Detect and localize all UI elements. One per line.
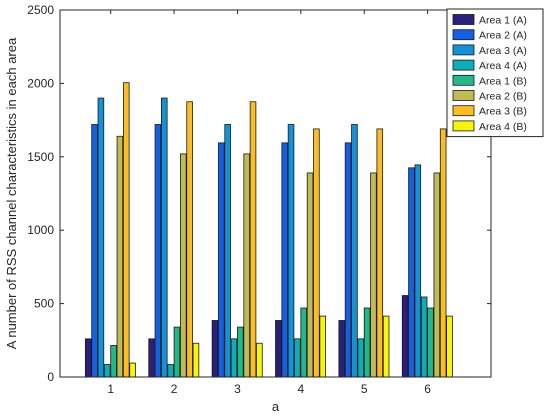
bar (192, 342, 200, 378)
bar (351, 124, 358, 378)
bar (122, 82, 130, 378)
x-tick-label: 5 (361, 382, 368, 396)
bar (433, 172, 441, 378)
bar (249, 101, 257, 378)
y-axis-label: A number of RSS channel characteristics … (4, 37, 19, 349)
bar (110, 345, 117, 378)
y-tick-label: 1500 (27, 150, 54, 164)
bar (319, 315, 327, 378)
legend-swatch (452, 74, 475, 86)
legend-entry: Area 4 (A) (479, 60, 527, 72)
bar (287, 124, 295, 378)
plot-frame (59, 9, 492, 378)
x-tick-label: 4 (298, 382, 305, 396)
bar (243, 153, 250, 378)
legend-entry: Area 4 (B) (479, 121, 527, 133)
x-axis: 1 2 3 4 5 6 (107, 10, 431, 396)
bar (186, 101, 193, 378)
bar (173, 326, 181, 378)
bar (306, 172, 314, 378)
legend-swatch (452, 59, 475, 71)
bar (408, 167, 415, 378)
legend-swatch (452, 105, 475, 117)
bar (211, 320, 219, 378)
legend-entry: Area 1 (B) (479, 75, 527, 87)
bar (338, 320, 346, 378)
bar (167, 364, 174, 378)
legend-swatch (452, 14, 475, 25)
bar (439, 128, 447, 378)
bar (103, 364, 111, 378)
bar (256, 342, 263, 378)
bars-group (84, 82, 453, 378)
legend-entry: Area 2 (A) (479, 30, 527, 42)
legend-entry: Area 1 (A) (479, 15, 527, 27)
legend: Area 1 (A) Area 2 (A) Area 3 (A) Area 4 (A)… (446, 8, 544, 138)
legend-entry: Area 3 (B) (479, 106, 527, 118)
bar (357, 338, 365, 378)
bar (446, 315, 453, 378)
bar (414, 164, 422, 378)
bar (91, 124, 98, 378)
bar (97, 97, 105, 378)
bar (281, 142, 288, 378)
y-tick-label: 500 (34, 297, 54, 311)
bar (129, 362, 136, 378)
bar (84, 338, 92, 378)
bar (382, 315, 390, 378)
bar (180, 153, 187, 378)
y-axis: 0 500 1000 1500 2000 2500 (27, 3, 491, 384)
bar (218, 142, 225, 378)
bar (154, 124, 162, 378)
bar (224, 124, 231, 378)
bar (294, 338, 301, 378)
bar (363, 307, 371, 378)
legend-swatch (452, 44, 475, 56)
legend-entry: Area 2 (B) (479, 91, 527, 103)
bar (148, 338, 155, 378)
y-tick-label: 0 (47, 370, 54, 384)
legend-swatch (452, 29, 475, 41)
bar (237, 326, 244, 378)
legend-entry: Area 3 (A) (479, 45, 527, 57)
x-tick-label: 2 (171, 382, 178, 396)
bar (313, 128, 320, 378)
bar (230, 338, 238, 378)
bar (370, 172, 377, 378)
bar (344, 142, 352, 378)
x-axis-label: a (272, 399, 280, 414)
bar (116, 135, 124, 378)
bar (401, 295, 409, 378)
x-tick-label: 3 (234, 382, 241, 396)
bar (300, 307, 307, 378)
legend-swatch (452, 90, 475, 101)
bar (420, 296, 428, 378)
x-tick-label: 6 (424, 382, 431, 396)
bar (427, 307, 434, 378)
y-tick-label: 2000 (27, 76, 54, 90)
bar (376, 128, 384, 378)
bar (161, 97, 168, 378)
y-tick-label: 1000 (27, 223, 54, 237)
bar (275, 320, 282, 378)
x-tick-label: 1 (107, 382, 114, 396)
y-tick-label: 2500 (27, 3, 54, 17)
legend-swatch (452, 120, 475, 132)
